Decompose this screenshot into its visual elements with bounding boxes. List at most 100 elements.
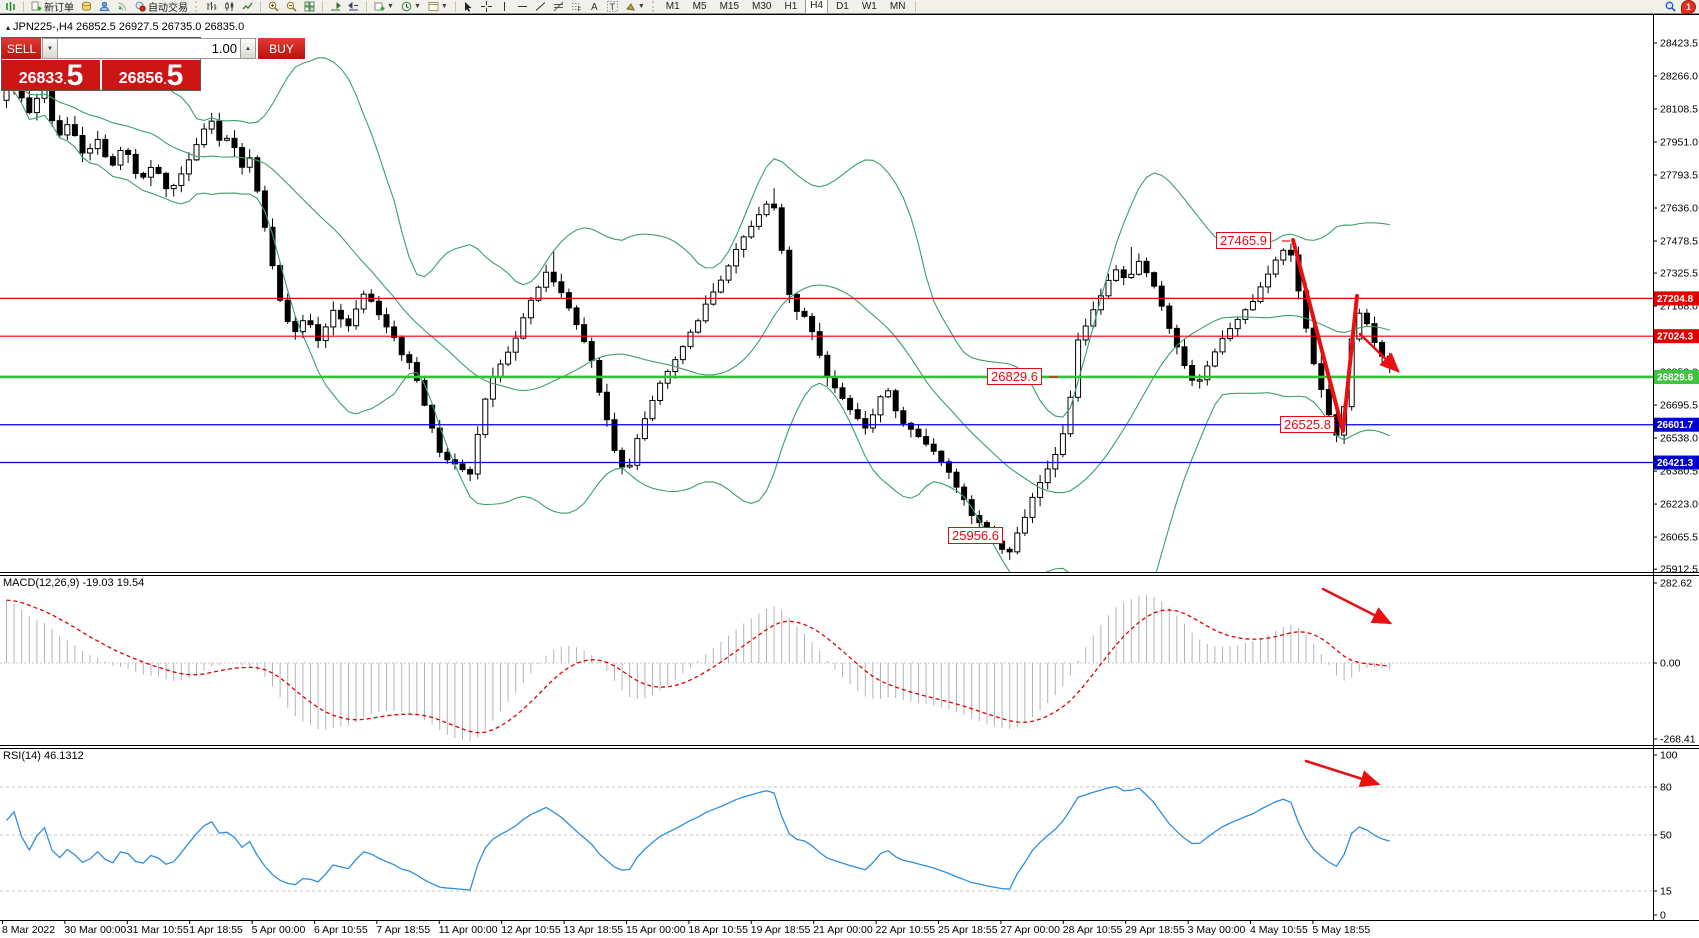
buy-button[interactable]: BUY	[258, 38, 305, 59]
shapes-tool-button[interactable]: ▼	[623, 0, 647, 13]
svg-text:21 Apr 00:00: 21 Apr 00:00	[813, 924, 873, 936]
price-annotation-27465[interactable]: 27465.9	[1216, 232, 1271, 249]
cursor-icon	[464, 2, 472, 12]
macd-pane[interactable]	[0, 595, 1653, 742]
template-button[interactable]: ▼	[426, 0, 450, 13]
sell-button[interactable]: SELL	[2, 38, 41, 59]
search-icon	[1665, 1, 1676, 12]
time-axis[interactable]: 8 Mar 2022 30 Mar 00:00 31 Mar 10:55 1 Apr …	[2, 920, 1370, 936]
svg-text:27951.0: 27951.0	[1660, 137, 1698, 149]
chart-header: ▴ JPN225-,H4 26852.5 26927.5 26735.0 2683…	[6, 21, 244, 33]
search-button[interactable]	[1663, 0, 1678, 13]
bar-chart-mode-button[interactable]	[204, 0, 219, 13]
template-icon	[428, 2, 439, 11]
autotrade-label: 自动交易	[148, 3, 188, 14]
svg-text:5 May 18:55: 5 May 18:55	[1312, 924, 1370, 936]
candles-layer[interactable]	[3, 70, 1393, 560]
svg-text:3 May 00:00: 3 May 00:00	[1188, 924, 1246, 936]
volume-input[interactable]	[58, 38, 240, 59]
tab-timeframe-m5[interactable]: M5	[692, 1, 707, 12]
vline-tool-button[interactable]	[497, 0, 512, 13]
svg-text:4 May 10:55: 4 May 10:55	[1250, 924, 1308, 936]
tile-windows-button[interactable]	[302, 0, 317, 13]
svg-text:0.00: 0.00	[1660, 658, 1681, 670]
signals-button[interactable]	[115, 0, 130, 13]
chart-shift-button[interactable]	[346, 0, 361, 13]
chart-title-text: JPN225-,H4 26852.5 26927.5 26735.0 26835…	[13, 21, 245, 33]
add-indicator-button[interactable]: ▼	[372, 0, 396, 13]
buy-price-dot: .	[163, 73, 167, 87]
notifications-bubble[interactable]: 1	[1681, 0, 1696, 14]
symbol-marker-icon: ▴	[6, 23, 11, 32]
svg-text:7 Apr 18:55: 7 Apr 18:55	[376, 924, 430, 936]
line-chart-icon	[242, 2, 253, 10]
tab-timeframe-mn[interactable]: MN	[889, 1, 906, 12]
price-annotation-26525[interactable]: 26525.8	[1280, 416, 1335, 433]
main-toolbar: 新订单 自动交易 ▼ ▼	[0, 0, 1699, 14]
arrows-shapes-icon	[625, 3, 635, 11]
fibo-fan-tool-button[interactable]: F	[569, 0, 584, 13]
svg-text:27636.0: 27636.0	[1660, 203, 1698, 215]
volume-decrease-button[interactable]: ▼	[42, 38, 58, 59]
svg-text:26065.5: 26065.5	[1660, 532, 1698, 544]
candle-mode-button[interactable]	[222, 0, 237, 13]
horizontal-lines[interactable]	[0, 297, 1653, 464]
crosshair-icon	[480, 1, 492, 12]
signal-icon	[118, 2, 127, 11]
candle-chart-icon	[6, 2, 15, 11]
svg-text:27204.8: 27204.8	[1657, 294, 1694, 305]
price-annotation-25956[interactable]: 25956.6	[948, 527, 1003, 544]
fibo-tool-button[interactable]	[551, 0, 566, 13]
autotrade-button[interactable]: 自动交易	[133, 0, 190, 14]
new-order-button[interactable]: 新订单	[29, 0, 76, 14]
svg-text:0: 0	[1660, 910, 1666, 922]
tab-timeframe-m1[interactable]: M1	[665, 1, 680, 12]
volume-increase-button[interactable]: ▲	[240, 38, 256, 59]
price-annotation-26829[interactable]: 26829.6	[987, 368, 1042, 385]
label-tool-button[interactable]: T	[605, 0, 620, 13]
auto-scroll-button[interactable]	[328, 0, 343, 13]
crosshair-tool-button[interactable]	[479, 0, 494, 13]
svg-text:26829.6: 26829.6	[1657, 372, 1694, 383]
volume-stepper: ▼ ▲	[41, 38, 257, 59]
tab-timeframe-m15[interactable]: M15	[719, 1, 740, 12]
drawing-arrows[interactable]	[1049, 238, 1400, 788]
add-indicator-icon	[374, 2, 385, 11]
chart-window-icon[interactable]	[3, 0, 18, 13]
tab-timeframe-d1[interactable]: D1	[836, 1, 849, 12]
toolbar-grip	[195, 1, 199, 12]
tab-timeframe-w1[interactable]: W1	[861, 1, 877, 12]
history-center-button[interactable]	[79, 0, 94, 13]
buy-price-pip: 5	[166, 60, 184, 91]
bollinger-bands	[6, 57, 1390, 572]
tab-timeframe-m30[interactable]: M30	[752, 1, 772, 12]
line-mode-button[interactable]	[240, 0, 255, 13]
toolbar-separator	[454, 1, 456, 12]
candlestick-icon	[225, 2, 234, 11]
zoom-in-button[interactable]	[266, 0, 281, 13]
svg-text:-268.41: -268.41	[1660, 733, 1696, 745]
rsi-pane[interactable]	[0, 785, 1653, 892]
tab-timeframe-h4[interactable]: H4	[805, 0, 829, 14]
sell-price-main: 26833	[18, 70, 64, 87]
text-tool-button[interactable]: A	[587, 0, 602, 13]
community-button[interactable]	[97, 0, 112, 13]
cursor-tool-button[interactable]	[461, 0, 476, 13]
svg-text:27 Apr 00:00: 27 Apr 00:00	[1000, 924, 1060, 936]
tile-windows-icon	[304, 1, 315, 12]
sell-price[interactable]: 26833. 5	[2, 60, 100, 90]
buy-price[interactable]: 26856. 5	[102, 60, 200, 90]
trendline-tool-button[interactable]	[533, 0, 548, 13]
svg-text:28266.0: 28266.0	[1660, 71, 1698, 83]
svg-text:100: 100	[1660, 750, 1678, 762]
zoom-in-icon	[268, 1, 279, 12]
svg-text:26538.0: 26538.0	[1660, 433, 1698, 445]
svg-text:28108.5: 28108.5	[1660, 104, 1698, 116]
buy-price-main: 26856	[118, 70, 164, 87]
toolbar-separator	[322, 1, 323, 12]
period-button[interactable]: ▼	[399, 0, 423, 13]
tab-timeframe-h1[interactable]: H1	[784, 1, 798, 12]
zoom-out-button[interactable]	[284, 0, 299, 13]
hline-tool-button[interactable]	[515, 0, 530, 13]
